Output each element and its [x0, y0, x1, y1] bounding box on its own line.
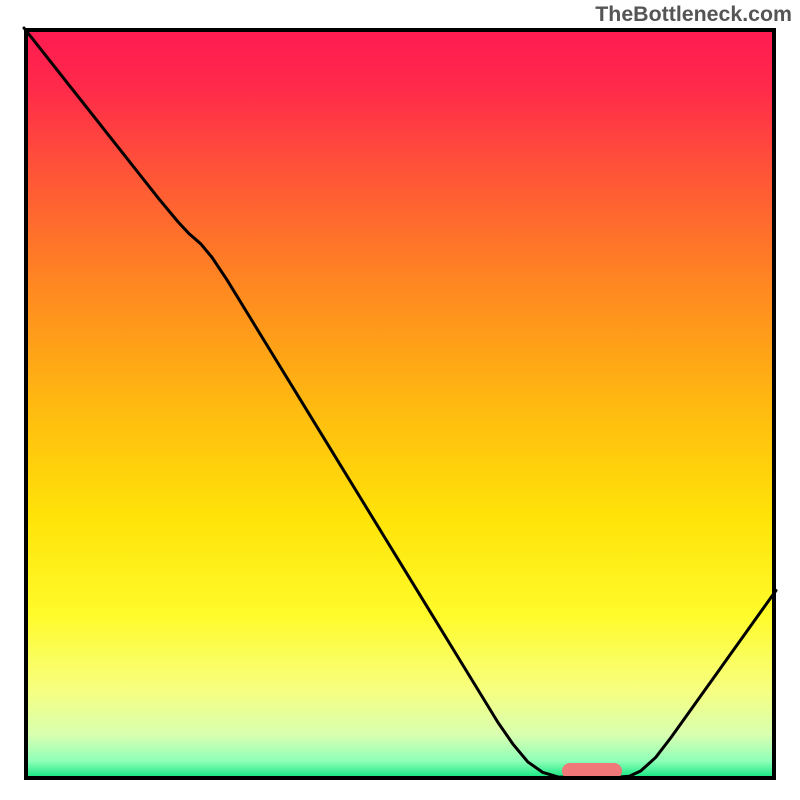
- optimum-marker: [562, 763, 622, 780]
- plot-area: [24, 28, 776, 780]
- curve-layer: [24, 28, 776, 780]
- bottleneck-curve: [24, 28, 776, 778]
- chart-container: TheBottleneck.com: [0, 0, 800, 800]
- attribution-text: TheBottleneck.com: [595, 2, 792, 27]
